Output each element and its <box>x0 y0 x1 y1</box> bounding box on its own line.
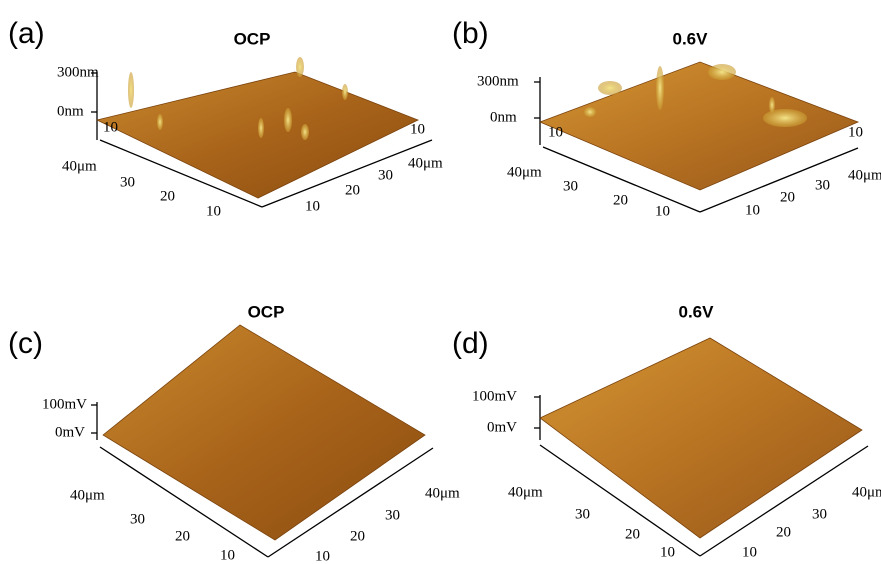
surface-peak <box>656 66 664 110</box>
surface-peak <box>598 81 622 95</box>
panel-title: OCP <box>234 29 271 48</box>
panel-title: OCP <box>248 302 285 321</box>
surface-peak <box>128 72 134 108</box>
y-tick-label: 10 <box>305 198 320 214</box>
x-tick-label: 40μm <box>62 158 97 174</box>
y-tick-label: 20 <box>780 189 795 205</box>
y-tick-label: 10 <box>315 548 330 564</box>
x-tick-label: 40μm <box>508 484 543 500</box>
y-tick-label: 40μm <box>848 167 881 183</box>
surface-peak <box>763 109 807 127</box>
z-tick-label: 0mV <box>55 424 85 440</box>
surface-peak <box>584 107 596 117</box>
x-tick-label: 40μm <box>70 487 105 503</box>
back-tick-label: 10 <box>848 124 863 140</box>
surface <box>97 72 418 198</box>
x-tick-label: 10 <box>206 203 221 219</box>
surface-peak <box>157 114 163 130</box>
surface-peak <box>258 118 264 138</box>
x-tick-label: 30 <box>563 178 578 194</box>
surface <box>103 325 425 540</box>
panel-label: (c) <box>8 327 43 360</box>
x-tick-label: 30 <box>130 511 145 527</box>
figure: (a)OCP300nm0nm40μm30201010203040μm1010(b… <box>0 0 881 564</box>
z-tick-label: 300nm <box>477 73 519 89</box>
y-tick-label: 30 <box>812 506 827 522</box>
surface-peak <box>708 64 736 80</box>
panel-title: 0.6V <box>679 302 715 321</box>
back-tick-label: 10 <box>103 119 118 135</box>
y-tick-label: 30 <box>378 167 393 183</box>
x-tick-label: 10 <box>660 544 675 560</box>
y-tick-label: 20 <box>350 528 365 544</box>
y-tick-label: 40μm <box>408 155 443 171</box>
surface-peak <box>284 108 292 132</box>
surface-peak <box>342 84 348 100</box>
panel-label: (b) <box>452 17 489 50</box>
surface-peak <box>296 57 304 77</box>
y-tick-label: 10 <box>745 202 760 218</box>
x-tick-label: 30 <box>575 506 590 522</box>
z-tick-label: 100mV <box>42 396 87 412</box>
surface-peak <box>769 97 775 113</box>
z-tick-label: 100mV <box>472 388 517 404</box>
y-tick-label: 40μm <box>425 485 460 501</box>
x-tick-label: 20 <box>625 526 640 542</box>
y-tick-label: 30 <box>815 177 830 193</box>
x-tick-label: 40μm <box>507 164 542 180</box>
surface <box>540 62 858 190</box>
panel-label: (d) <box>452 327 489 360</box>
x-tick-label: 10 <box>655 203 670 219</box>
surface-peak <box>301 124 309 140</box>
z-tick-label: 0nm <box>57 103 84 119</box>
y-tick-label: 40μm <box>852 484 881 500</box>
z-tick-label: 0mV <box>487 419 517 435</box>
panel-title: 0.6V <box>673 29 709 48</box>
y-tick-label: 20 <box>776 524 791 540</box>
x-tick-label: 10 <box>220 547 235 563</box>
z-tick-label: 0nm <box>490 109 517 125</box>
back-tick-label: 10 <box>410 121 425 137</box>
y-tick-label: 30 <box>385 507 400 523</box>
x-tick-label: 20 <box>175 528 190 544</box>
panel-label: (a) <box>8 17 45 50</box>
y-tick-label: 20 <box>345 182 360 198</box>
x-tick-label: 30 <box>120 174 135 190</box>
y-tick-label: 10 <box>742 544 757 560</box>
back-tick-label: 10 <box>548 124 563 140</box>
x-tick-label: 20 <box>160 188 175 204</box>
x-tick-label: 20 <box>613 192 628 208</box>
